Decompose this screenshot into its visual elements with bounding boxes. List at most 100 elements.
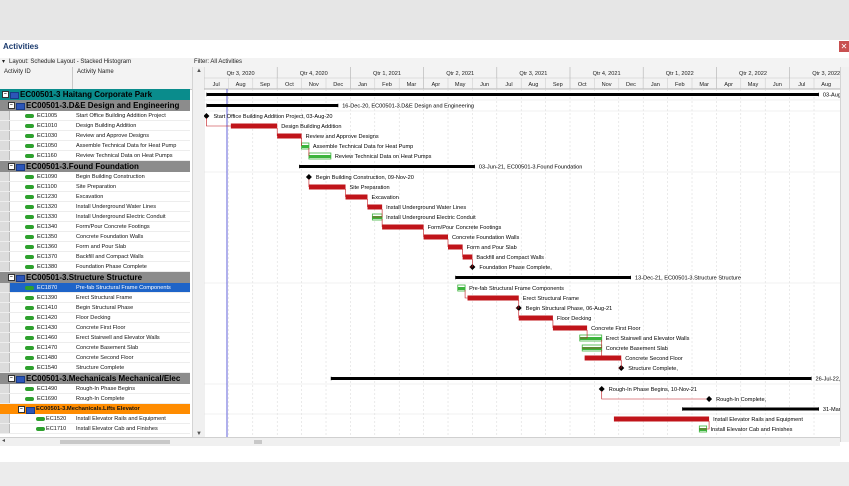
row-gutter [0, 202, 10, 211]
close-button[interactable]: ✕ [839, 41, 849, 52]
table-row[interactable]: EC1420 Floor Decking [0, 313, 190, 323]
table-row[interactable]: EC1370 Backfill and Compact Walls [0, 252, 190, 262]
month-label: Sep [260, 82, 270, 88]
bar-label: Begin Building Construction, 09-Nov-20 [316, 175, 414, 181]
col-divider[interactable] [72, 67, 73, 89]
summary-bar [330, 377, 812, 380]
relationship-line [584, 350, 603, 359]
gantt-vscroll[interactable] [840, 67, 849, 442]
table-hscroll[interactable]: ◂ [0, 437, 204, 446]
wbs-band[interactable]: − EC00501-3.D&E Design and Engineering [0, 100, 190, 111]
scroll-left-icon[interactable]: ◂ [2, 438, 6, 444]
summary-cap [628, 275, 631, 280]
wbs-sub-band[interactable]: − EC00501-3.Mechanicals.Lifts Elevator [0, 404, 190, 414]
row-gutter [0, 131, 10, 140]
relationship-line [582, 340, 603, 349]
table-row[interactable]: EC1430 Concrete First Floor [0, 323, 190, 333]
activity-bar-critical [448, 244, 463, 250]
table-row[interactable]: EC1690 Rough-In Complete [0, 394, 190, 404]
wbs-label: EC00501-3 Haitang Corporate Park [20, 90, 153, 99]
bar-label: Rough-In Phase Begins, 10-Nov-21 [609, 387, 697, 393]
activity-bar-critical [613, 416, 710, 422]
table-row[interactable]: EC1360 Form and Pour Slab [0, 242, 190, 252]
row-gutter [0, 262, 10, 271]
month-label: May [455, 82, 466, 88]
window-title: Activities [0, 40, 849, 54]
quarter-label: Qtr 3, 2021 [519, 71, 547, 77]
row-gutter [0, 323, 10, 332]
wbs-band[interactable]: − EC00501-3.Structure Structure [0, 272, 190, 283]
collapse-toggle-icon[interactable]: − [8, 102, 15, 109]
summary-cap [808, 376, 812, 381]
table-row[interactable]: EC1390 Erect Structural Frame [0, 293, 190, 303]
wbs-band[interactable]: − EC00501-3.Mechanicals Mechanical/Elec [0, 373, 190, 384]
quarter-label: Qtr 2, 2022 [739, 71, 767, 77]
row-gutter [0, 283, 10, 292]
wbs-icon [26, 407, 35, 414]
table-row[interactable]: EC1460 Erect Stairwell and Elevator Walls [0, 333, 190, 343]
table-row[interactable]: EC1520 Install Elevator Rails and Equipme… [0, 414, 190, 424]
table-row[interactable]: EC1870 Pre-fab Structural Frame Component… [0, 283, 190, 293]
bar-label: Foundation Phase Complete, [479, 265, 552, 271]
wbs-icon [16, 103, 25, 110]
collapse-toggle-icon[interactable]: − [18, 406, 25, 413]
col-activity-name[interactable]: Activity Name [77, 69, 114, 75]
activity-bar [699, 428, 707, 431]
scroll-thumb[interactable] [254, 440, 262, 444]
table-row[interactable]: EC1090 Begin Building Construction [0, 172, 190, 182]
chevron-down-icon[interactable]: ▾ [2, 59, 6, 65]
project-band[interactable]: − EC00501-3 Haitang Corporate Park [0, 89, 190, 100]
table-row[interactable]: EC1160 Review Technical Data on Heat Pump… [0, 151, 190, 161]
activity-type-icon [25, 114, 34, 118]
month-label: Dec [626, 82, 636, 88]
table-row[interactable]: EC1320 Install Underground Water Lines [0, 202, 190, 212]
table-row[interactable]: EC1005 Start Office Building Addition Pro… [0, 111, 190, 121]
scroll-up-icon[interactable]: ▲ [196, 68, 202, 74]
table-row[interactable]: EC1340 Form/Pour Concrete Footings [0, 222, 190, 232]
wbs-label: EC00501-3.Structure Structure [26, 273, 143, 282]
collapse-toggle-icon[interactable]: − [2, 91, 9, 98]
bar-label: 16-Dec-20, EC00501-3.D&E Design and Engi… [342, 104, 474, 110]
activity-bar-critical [382, 224, 424, 230]
gantt-chart[interactable]: Qtr 3, 2020 Qtr 4, 2020 Qtr 1, 2021 Qtr 2, … [204, 67, 840, 442]
table-row[interactable]: EC1490 Rough-In Phase Begins [0, 384, 190, 394]
table-row[interactable]: EC1010 Design Building Addition [0, 121, 190, 131]
row-gutter [0, 343, 10, 352]
wbs-band[interactable]: − EC00501-3.Found Foundation [0, 161, 190, 172]
activity-type-icon [25, 346, 34, 350]
scroll-thumb[interactable] [60, 440, 170, 444]
table-row[interactable]: EC1410 Begin Structural Phase [0, 303, 190, 313]
wbs-label: EC00501-3.Found Foundation [26, 162, 139, 171]
milestone-diamond [706, 396, 713, 402]
bar-label: Install Elevator Cab and Finishes [711, 427, 793, 433]
table-row[interactable]: EC1470 Concrete Basement Slab [0, 343, 190, 353]
activity-id: EC1090 [37, 174, 58, 180]
table-row[interactable]: EC1100 Site Preparation [0, 182, 190, 192]
row-gutter [0, 222, 10, 231]
scroll-down-icon[interactable]: ▼ [196, 431, 202, 437]
summary-cap [330, 376, 334, 381]
milestone-diamond [305, 174, 312, 180]
bar-label: Floor Decking [557, 316, 592, 322]
activity-id: EC1100 [37, 184, 57, 190]
table-row[interactable]: EC1330 Install Underground Electric Condu… [0, 212, 190, 222]
table-row[interactable]: EC1050 Assemble Technical Data for Heat P… [0, 141, 190, 151]
table-row[interactable]: EC1350 Concrete Foundation Walls [0, 232, 190, 242]
milestone-diamond [204, 113, 210, 119]
table-row[interactable]: EC1380 Foundation Phase Complete [0, 262, 190, 272]
collapse-toggle-icon[interactable]: − [8, 274, 15, 281]
summary-cap [471, 164, 475, 169]
table-row[interactable]: EC1540 Structure Complete [0, 363, 190, 373]
collapse-toggle-icon[interactable]: − [8, 375, 15, 382]
collapse-toggle-icon[interactable]: − [8, 163, 15, 170]
table-vscroll[interactable]: ▲ ▼ [192, 67, 205, 442]
activity-id: EC1520 [46, 416, 67, 422]
table-row[interactable]: EC1710 Install Elevator Cab and Finishes [0, 424, 190, 434]
table-row[interactable]: EC1230 Excavation [0, 192, 190, 202]
gantt-hscroll[interactable] [204, 437, 840, 446]
col-activity-id[interactable]: Activity ID [4, 69, 31, 75]
activity-name: Erect Structural Frame [76, 295, 133, 301]
table-row[interactable]: EC1030 Review and Approve Designs [0, 131, 190, 141]
bar-label: Form and Pour Slab [467, 245, 517, 251]
table-row[interactable]: EC1480 Concrete Second Floor [0, 353, 190, 363]
